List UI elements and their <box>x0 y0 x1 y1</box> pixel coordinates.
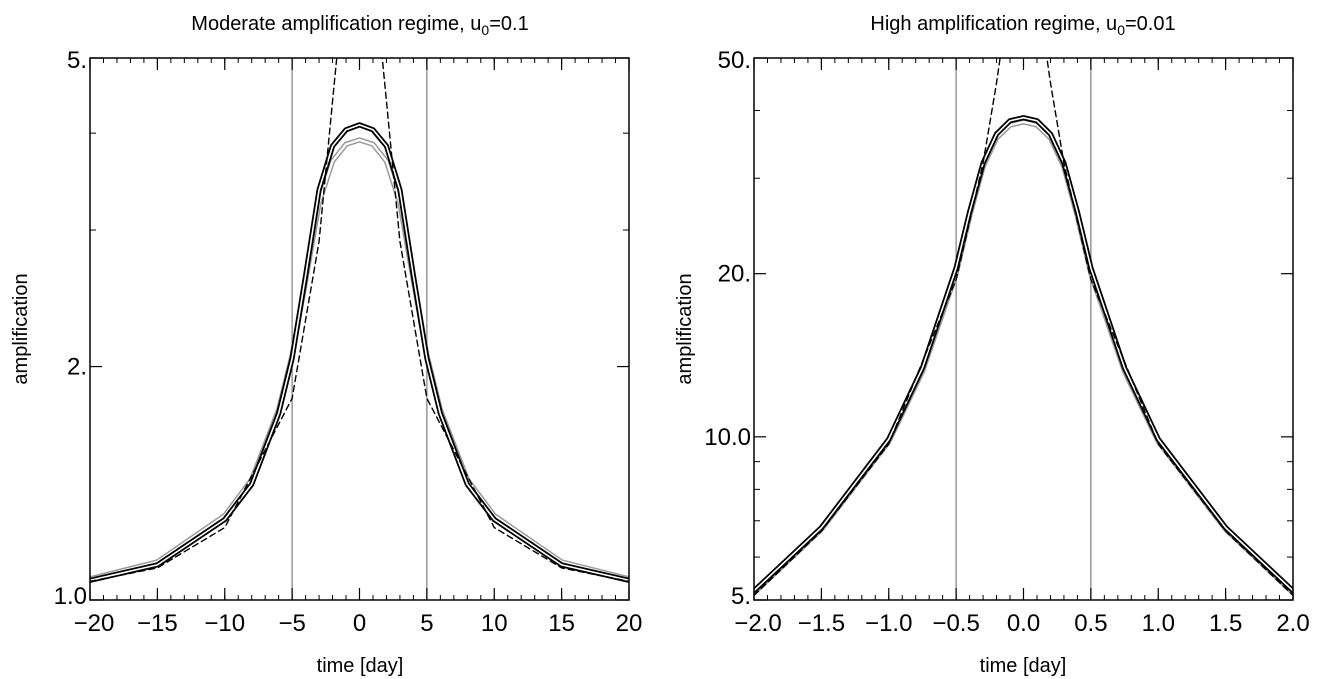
series-line-solid-gray <box>754 119 1293 596</box>
series-line-core <box>90 124 629 582</box>
x-tick-label: 0 <box>353 610 366 637</box>
x-tick-label: −1.0 <box>865 610 912 637</box>
series-line-dashed-thin <box>754 58 1293 597</box>
x-tick-label: −15 <box>137 610 178 637</box>
x-tick-label: −10 <box>204 610 245 637</box>
x-tick-label: 15 <box>548 610 575 637</box>
x-tick-label: −0.5 <box>932 610 979 637</box>
series-line-solid-thick <box>90 122 629 583</box>
x-tick-label: 20 <box>616 610 643 637</box>
x-tick-label: −20 <box>74 610 115 637</box>
x-axis-label: time [day] <box>980 655 1067 677</box>
y-tick-label: 5. <box>67 47 87 74</box>
y-tick-label: 1.0 <box>54 583 87 610</box>
y-axis-label: amplification <box>10 273 32 384</box>
chart-title: Moderate amplification regime, u0=0.1 <box>191 13 528 38</box>
x-tick-label: 0.0 <box>1007 610 1040 637</box>
x-tick-label: −2.0 <box>734 610 781 637</box>
y-tick-label: 50. <box>718 47 751 74</box>
y-axis-label: amplification <box>674 273 696 384</box>
x-tick-label: 10 <box>481 610 508 637</box>
chart-title: High amplification regime, u0=0.01 <box>870 13 1175 38</box>
x-tick-label: 2.0 <box>1276 610 1309 637</box>
y-tick-label: 5. <box>731 583 751 610</box>
series-line-dashed-thin <box>90 58 629 583</box>
x-tick-label: 5 <box>420 610 433 637</box>
chart-panel-2: −2.0 −1.5 −1.0 −0.5 0.0 0.5 1.0 1.5 2.0 5. 10.0 20.… <box>674 13 1310 677</box>
y-tick-label: 20. <box>718 261 751 288</box>
series-line-solid-thick <box>754 115 1293 594</box>
plot-frame <box>753 57 1294 601</box>
series-line-core <box>754 116 1293 592</box>
series-line-core <box>754 120 1293 594</box>
y-tick-label: 10.0 <box>704 424 751 451</box>
x-axis-label: time [day] <box>317 655 404 677</box>
series-line-solid-gray <box>90 137 629 582</box>
x-tick-label: 1.5 <box>1209 610 1242 637</box>
x-tick-label: 0.5 <box>1074 610 1107 637</box>
x-tick-label: 1.0 <box>1142 610 1175 637</box>
x-tick-label: −5 <box>278 610 305 637</box>
y-tick-label: 2. <box>67 354 87 381</box>
series-line-core <box>90 138 629 580</box>
x-tick-label: −1.5 <box>798 610 845 637</box>
chart-panel-1: −20 −15 −10 −5 0 5 10 15 20 1.0 2. 5. Moderate ampli… <box>10 13 643 677</box>
